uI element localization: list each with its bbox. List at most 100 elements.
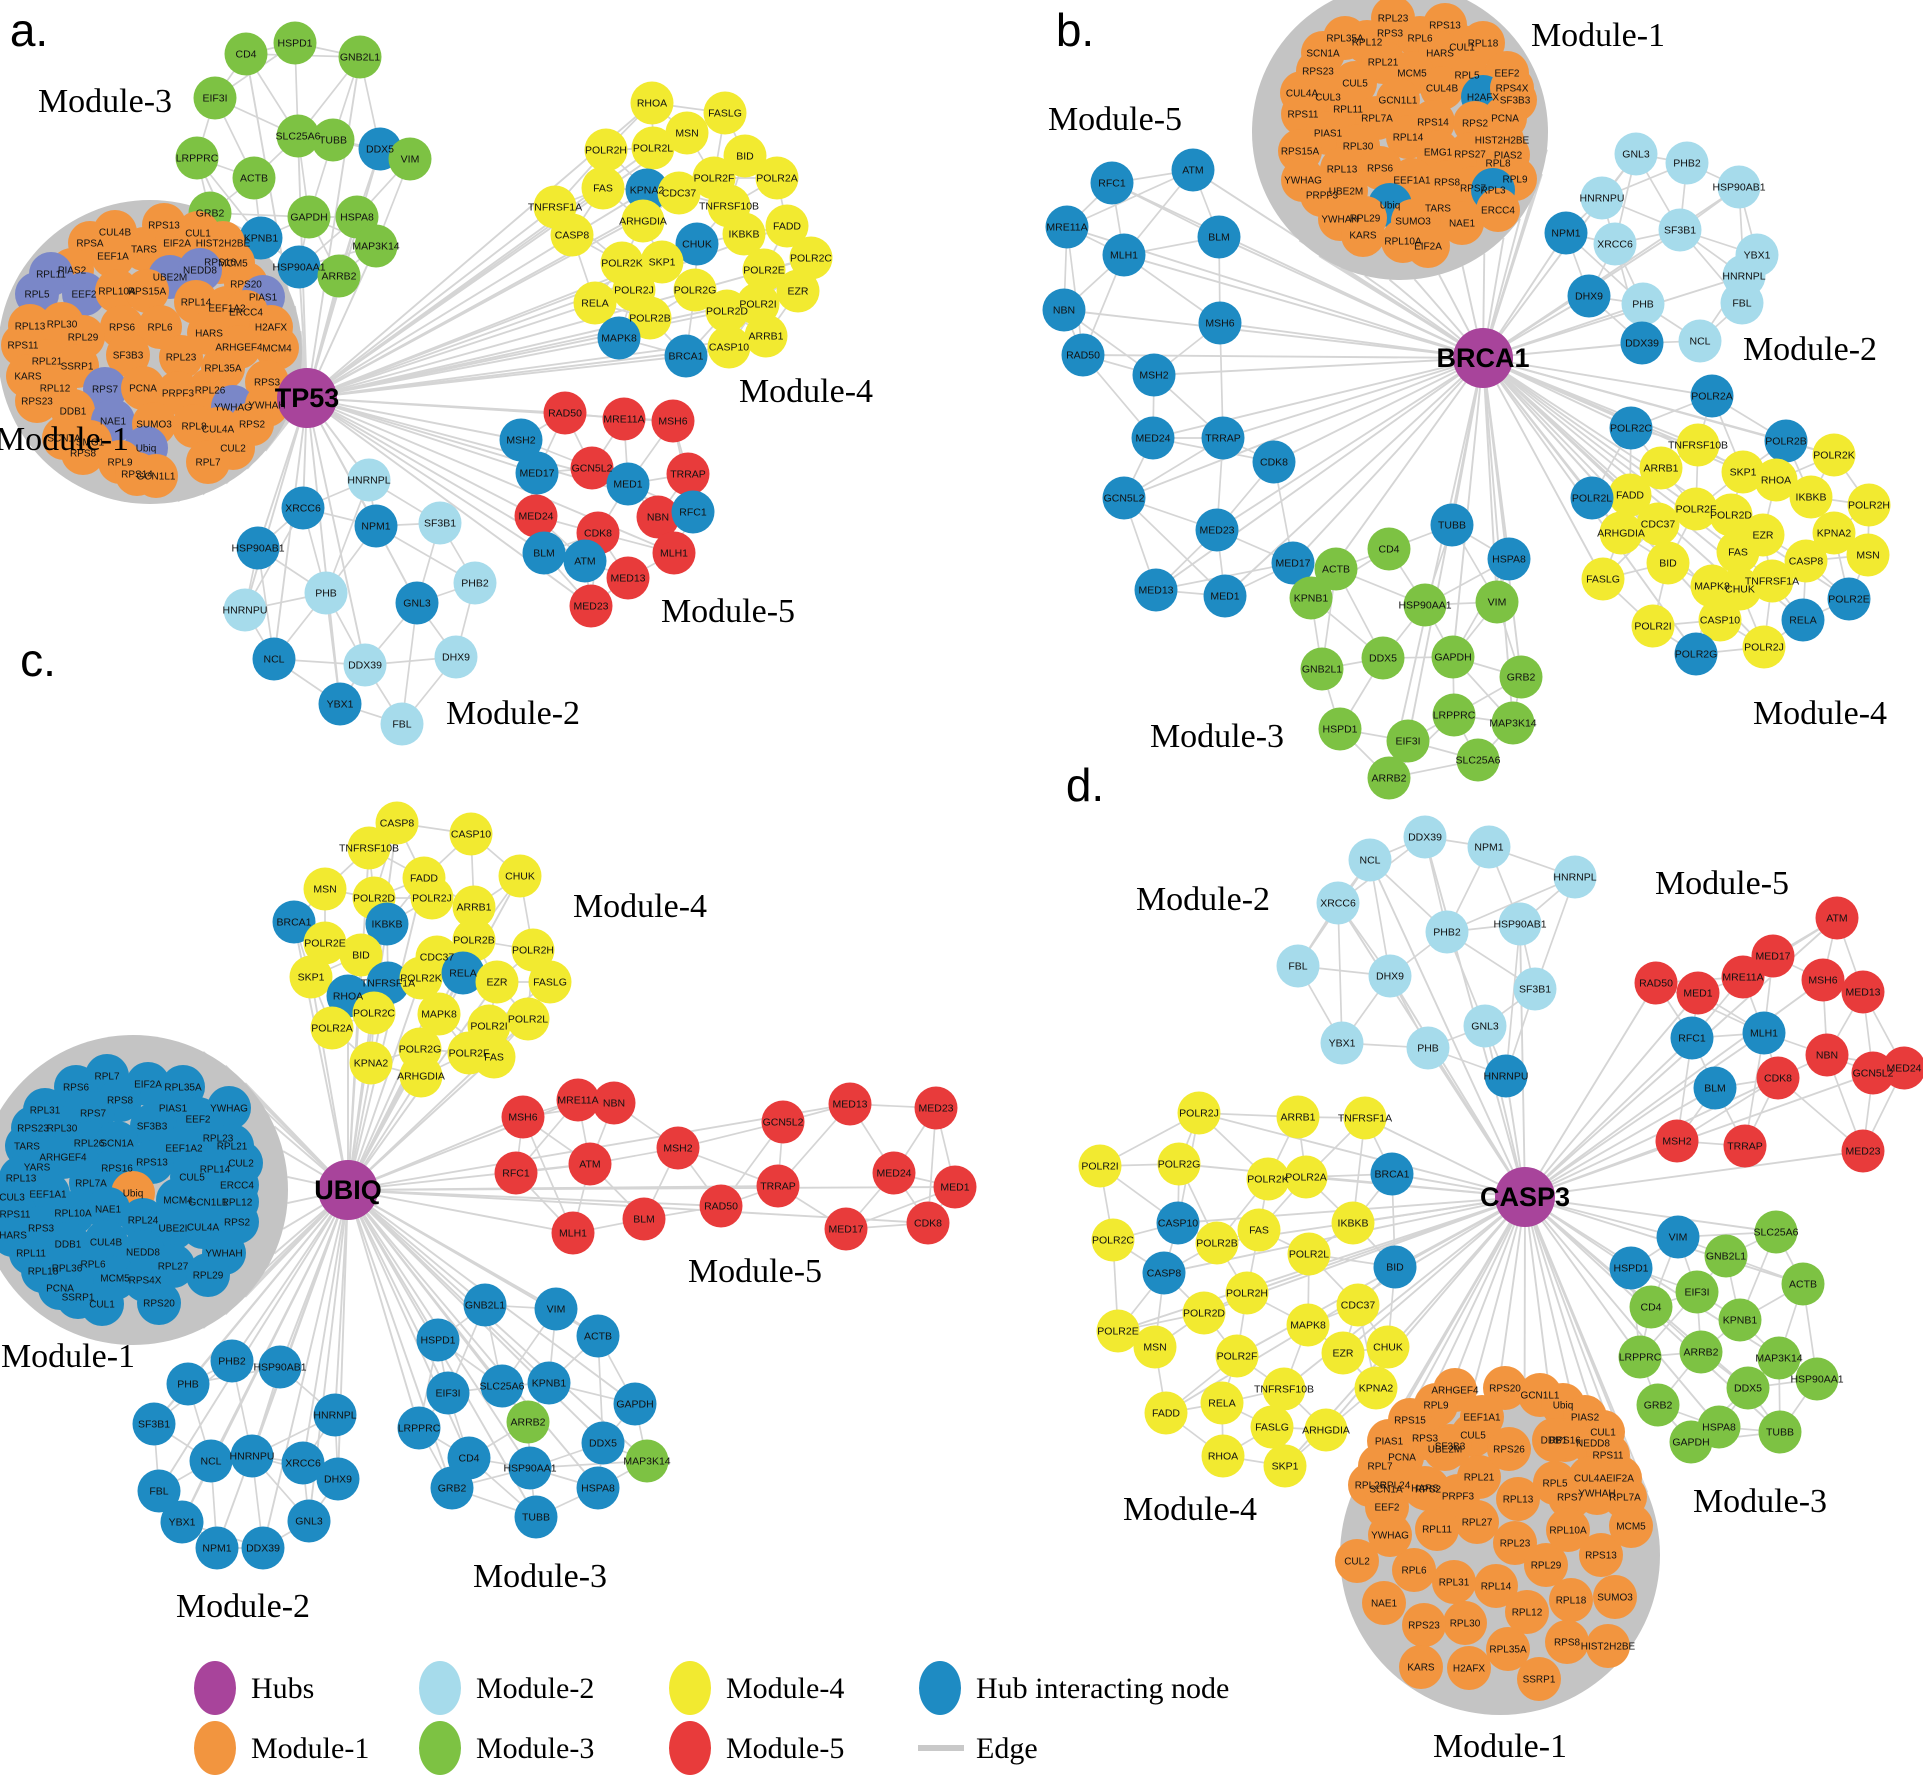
node-arrb2[interactable] xyxy=(1367,756,1411,800)
node-gapdh[interactable] xyxy=(1669,1420,1713,1464)
node-fbl[interactable] xyxy=(1276,944,1320,988)
node-ikbkb[interactable] xyxy=(1331,1201,1375,1245)
node-med17[interactable] xyxy=(1751,934,1795,978)
node-faslg[interactable] xyxy=(1581,557,1625,601)
node-med17[interactable] xyxy=(515,451,559,495)
node-phb2[interactable] xyxy=(1665,141,1709,185)
node-mapk8[interactable] xyxy=(597,316,641,360)
node-gcn5l2[interactable] xyxy=(570,446,614,490)
node-hsp90ab1[interactable] xyxy=(1498,902,1542,946)
node-blm[interactable] xyxy=(622,1197,666,1241)
node-hspd1[interactable] xyxy=(1609,1246,1653,1290)
node-bid[interactable] xyxy=(723,134,767,178)
node-phb[interactable] xyxy=(1621,282,1665,326)
node-gnb2l1[interactable] xyxy=(1704,1234,1748,1278)
node-ybx1[interactable] xyxy=(318,682,362,726)
node-polr2b[interactable] xyxy=(1195,1221,1239,1265)
node-rfc1[interactable] xyxy=(1090,161,1134,205)
node-phb[interactable] xyxy=(166,1362,210,1406)
node-eef1a[interactable] xyxy=(91,234,135,278)
node-casp10[interactable] xyxy=(1698,598,1742,642)
node-cul1[interactable] xyxy=(80,1282,124,1326)
node-rpl23[interactable] xyxy=(159,335,203,379)
node-cdk8[interactable] xyxy=(906,1201,950,1245)
node-ybx1[interactable] xyxy=(1320,1021,1364,1065)
node-rfc1[interactable] xyxy=(671,490,715,534)
node-gcn5l2[interactable] xyxy=(1102,476,1146,520)
node-phb[interactable] xyxy=(1406,1026,1450,1070)
node-gnb2l1[interactable] xyxy=(463,1283,507,1327)
node-fas[interactable] xyxy=(581,166,625,210)
node-phb2[interactable] xyxy=(453,561,497,605)
node-polr2h[interactable] xyxy=(584,128,628,172)
node-map3k14[interactable] xyxy=(1757,1336,1801,1380)
node-polr2e[interactable] xyxy=(1827,577,1871,621)
node-map3k14[interactable] xyxy=(625,1439,669,1483)
node-brca1[interactable] xyxy=(1370,1152,1414,1196)
node-ddx5[interactable] xyxy=(1726,1366,1770,1410)
node-mcm4[interactable] xyxy=(255,326,299,370)
node-atm[interactable] xyxy=(1815,896,1859,940)
node-msh6[interactable] xyxy=(1198,301,1242,345)
node-msh2[interactable] xyxy=(1655,1119,1699,1163)
node-rela[interactable] xyxy=(573,281,617,325)
node-rps8[interactable] xyxy=(1545,1620,1589,1664)
node-mre11a[interactable] xyxy=(1721,955,1765,999)
node-dhx9[interactable] xyxy=(1368,954,1412,998)
node-polr2j[interactable] xyxy=(410,876,454,920)
node-phb2[interactable] xyxy=(1425,910,1469,954)
node-faslg[interactable] xyxy=(703,91,747,135)
node-cdc37[interactable] xyxy=(1636,502,1680,546)
node-ddx39[interactable] xyxy=(241,1526,285,1570)
node-cd4[interactable] xyxy=(224,32,268,76)
node-rad50[interactable] xyxy=(543,391,587,435)
node-sf3b1[interactable] xyxy=(1513,967,1557,1011)
node-kpnb1[interactable] xyxy=(1718,1298,1762,1342)
node-ddb1[interactable] xyxy=(1532,1418,1576,1462)
node-phb2[interactable] xyxy=(210,1339,254,1383)
node-med23[interactable] xyxy=(1841,1129,1885,1173)
node-casp10[interactable] xyxy=(449,812,493,856)
node-rhoa[interactable] xyxy=(1754,458,1798,502)
node-tubb[interactable] xyxy=(514,1495,558,1539)
node-rps2[interactable] xyxy=(1406,1467,1450,1511)
node-tnfrsf10b[interactable] xyxy=(347,826,391,870)
node-kpna2[interactable] xyxy=(349,1041,393,1085)
node-gapdh[interactable] xyxy=(1431,635,1475,679)
node-hspd1[interactable] xyxy=(273,21,317,65)
node-med1[interactable] xyxy=(933,1165,977,1209)
node-ddx39[interactable] xyxy=(1620,321,1664,365)
node-med24[interactable] xyxy=(872,1151,916,1195)
node-med17[interactable] xyxy=(824,1207,868,1251)
node-sf3b1[interactable] xyxy=(418,501,462,545)
node-vim[interactable] xyxy=(534,1287,578,1331)
node-polr2e[interactable] xyxy=(1096,1309,1140,1353)
node-hspd1[interactable] xyxy=(416,1318,460,1362)
node-rpl27[interactable] xyxy=(1455,1500,1499,1544)
node-actb[interactable] xyxy=(1314,547,1358,591)
node-kpna2[interactable] xyxy=(1812,511,1856,555)
node-ssrp1[interactable] xyxy=(1517,1657,1561,1701)
node-tubb[interactable] xyxy=(1758,1410,1802,1454)
node-eif2a[interactable] xyxy=(1406,224,1450,268)
node-polr2g[interactable] xyxy=(1157,1142,1201,1186)
node-eef1a1[interactable] xyxy=(1460,1395,1504,1439)
node-nedd8[interactable] xyxy=(178,248,222,292)
node-ube2m[interactable] xyxy=(1423,1427,1467,1471)
node-arrb2[interactable] xyxy=(506,1400,550,1444)
node-hsp90aa1[interactable] xyxy=(1795,1357,1839,1401)
node-polr2c[interactable] xyxy=(352,991,396,1035)
node-lrpprc[interactable] xyxy=(1618,1335,1662,1379)
node-hsp90ab1[interactable] xyxy=(236,526,280,570)
node-slc25a6[interactable] xyxy=(276,114,320,158)
node-sf3b1[interactable] xyxy=(1658,208,1702,252)
node-polr2e[interactable] xyxy=(303,921,347,965)
node-npm1[interactable] xyxy=(1467,825,1511,869)
node-polr2b[interactable] xyxy=(452,918,496,962)
node-ddx5[interactable] xyxy=(581,1421,625,1465)
node-rpl29[interactable] xyxy=(186,1253,230,1297)
node-lrpprc[interactable] xyxy=(397,1406,441,1450)
node-sf3b3[interactable] xyxy=(106,333,150,377)
node-arrb2[interactable] xyxy=(317,254,361,298)
node-kpna2[interactable] xyxy=(1354,1366,1398,1410)
